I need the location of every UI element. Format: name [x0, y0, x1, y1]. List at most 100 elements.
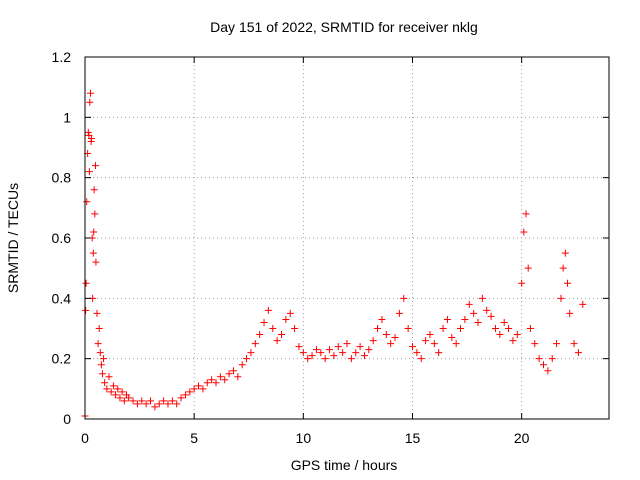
data-point: [160, 397, 168, 405]
data-point: [559, 264, 567, 272]
data-point: [133, 400, 141, 408]
data-point: [94, 340, 102, 348]
data-point: [291, 325, 299, 332]
data-point: [574, 349, 582, 357]
data-point: [299, 349, 307, 357]
data-point: [282, 315, 290, 323]
data-point: [151, 403, 159, 411]
data-point: [426, 331, 434, 339]
data-point: [526, 325, 534, 332]
data-point: [173, 400, 181, 408]
data-point: [88, 134, 96, 142]
data-point: [212, 379, 220, 387]
data-point: [95, 325, 103, 332]
data-point: [513, 331, 521, 339]
data-point: [90, 228, 98, 236]
data-point: [461, 315, 469, 323]
data-point: [221, 376, 229, 384]
y-tick-label: 0.8: [52, 170, 72, 186]
data-point: [120, 397, 128, 405]
data-point: [387, 340, 395, 348]
data-point: [564, 279, 572, 287]
data-point: [199, 385, 207, 393]
data-point: [97, 361, 105, 369]
x-tick-label: 5: [190, 430, 198, 446]
data-point: [465, 300, 473, 308]
data-point: [330, 352, 338, 360]
data-point: [548, 355, 556, 363]
data-point: [229, 367, 237, 375]
grid: [85, 57, 609, 419]
data-point: [225, 370, 233, 378]
data-point: [114, 385, 122, 393]
data-point: [483, 306, 491, 314]
x-axis-label: GPS time / hours: [291, 457, 398, 473]
data-point: [181, 391, 189, 399]
data-point: [491, 325, 499, 332]
data-point: [391, 334, 399, 342]
data-point: [561, 249, 569, 257]
plot-frame: [84, 56, 610, 420]
data-point: [409, 343, 416, 351]
data-point: [343, 340, 351, 348]
data-point: [82, 306, 90, 314]
data-point: [382, 331, 390, 339]
data-point: [557, 294, 565, 302]
data-point: [155, 400, 163, 408]
data-point: [278, 331, 285, 339]
data-point: [86, 98, 94, 106]
data-point: [216, 373, 224, 381]
data-point: [334, 343, 342, 351]
data-point: [234, 373, 242, 381]
y-tick-label: 1.2: [52, 49, 72, 65]
x-tick-label: 0: [81, 430, 89, 446]
data-point: [579, 300, 587, 308]
data-point: [304, 355, 312, 363]
y-tick-label: 0: [63, 411, 71, 427]
data-point: [107, 388, 115, 396]
data-point: [540, 361, 547, 369]
x-tick-label: 15: [405, 430, 421, 446]
data-point: [553, 340, 561, 348]
data-point: [496, 331, 504, 339]
chart-title: Day 151 of 2022, SRMTID for receiver nkl…: [210, 19, 478, 35]
data-point: [86, 89, 94, 97]
data-point: [326, 346, 334, 354]
data-point: [374, 325, 382, 332]
x-tick-label: 20: [514, 430, 530, 446]
data-point: [352, 349, 360, 357]
data-point: [177, 394, 185, 402]
data-point: [82, 279, 90, 287]
data-point: [116, 394, 124, 402]
data-point: [566, 309, 574, 317]
data-point: [295, 343, 303, 351]
data-point: [138, 397, 146, 405]
data-point: [147, 397, 154, 405]
data-point: [356, 343, 364, 351]
data-point: [317, 349, 325, 357]
data-point: [101, 379, 109, 387]
data-point: [321, 355, 329, 363]
data-point: [247, 349, 255, 357]
data-point: [90, 186, 98, 194]
data-point: [500, 318, 508, 326]
data-point: [413, 349, 421, 357]
data-point: [125, 394, 133, 402]
data-point: [243, 355, 251, 363]
data-point: [93, 309, 101, 317]
data-point: [535, 355, 543, 363]
data-point: [448, 334, 456, 342]
data-point: [308, 352, 316, 360]
x-tick-label: 10: [296, 430, 312, 446]
data-point: [203, 379, 211, 387]
data-point: [91, 210, 99, 218]
data-point: [89, 249, 97, 257]
data-point: [400, 294, 408, 302]
data-point: [129, 397, 137, 405]
y-tick-label: 0.2: [52, 351, 72, 367]
data-point: [404, 325, 412, 332]
data-point: [208, 376, 216, 384]
data-point: [505, 325, 513, 332]
data-point: [269, 325, 277, 332]
